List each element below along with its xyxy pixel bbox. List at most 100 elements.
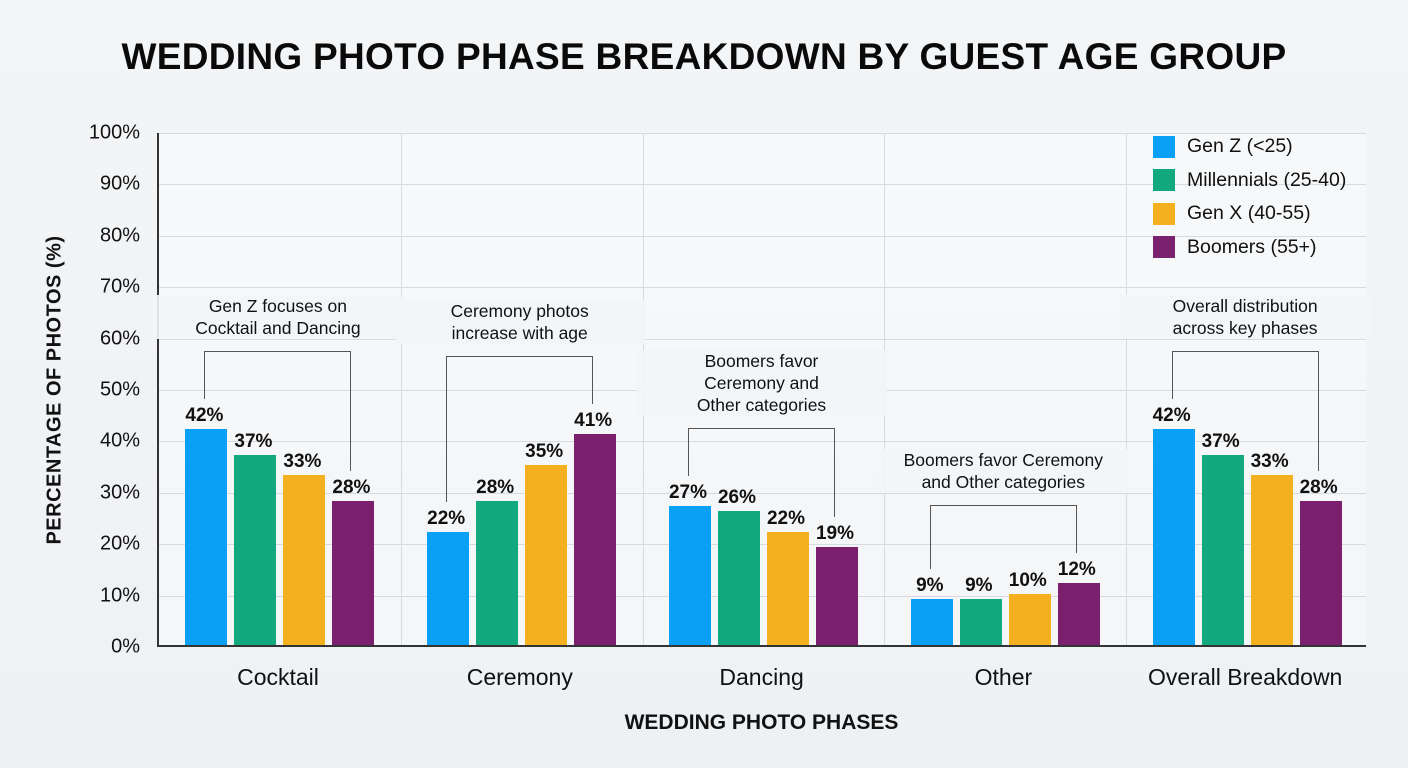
bar-boomers-ceremony[interactable] <box>574 434 617 645</box>
bar-gen-other[interactable] <box>1008 593 1051 645</box>
chart-title: WEDDING PHOTO PHASE BREAKDOWN BY GUEST A… <box>121 36 1287 77</box>
bar-boomers-other[interactable] <box>1057 583 1100 645</box>
annotation-bracket-leg <box>1171 351 1174 400</box>
legend-swatch-icon <box>1153 135 1175 158</box>
gridline-horizontal <box>159 235 1366 237</box>
y-tick-label: 70% <box>99 275 140 298</box>
bar-gen-cocktail[interactable] <box>185 429 228 645</box>
bar-gen-dancing[interactable] <box>669 506 711 645</box>
legend-label: Boomers (55+) <box>1187 235 1317 258</box>
bar-gen-dancing[interactable] <box>767 531 809 645</box>
bar-value-label: 37% <box>1201 430 1240 452</box>
annotation-bracket-leg <box>204 351 206 400</box>
bar-value-label: 41% <box>574 410 613 432</box>
annotation-bracket <box>204 351 352 353</box>
bar-gen-overall-breakdown[interactable] <box>1152 429 1195 645</box>
legend-item[interactable]: Gen Z (<25) <box>1153 130 1346 164</box>
y-tick-label: 60% <box>99 327 140 350</box>
annotation-bracket-leg <box>688 428 690 477</box>
y-tick-label: 10% <box>99 584 140 607</box>
y-tick-label: 20% <box>99 532 140 555</box>
gridline-horizontal <box>159 441 1366 443</box>
y-tick-label: 30% <box>99 481 140 504</box>
bar-gen-other[interactable] <box>910 598 953 645</box>
gridline-horizontal <box>159 492 1366 494</box>
legend-swatch-icon <box>1153 169 1175 192</box>
bar-value-label: 12% <box>1057 559 1096 581</box>
bar-millennials-other[interactable] <box>959 598 1002 645</box>
bar-millennials-dancing[interactable] <box>718 511 760 645</box>
bar-value-label: 19% <box>815 523 855 545</box>
bar-boomers-dancing[interactable] <box>816 547 858 645</box>
bar-boomers-overall-breakdown[interactable] <box>1299 501 1342 645</box>
legend: Gen Z (<25) Millennials (25-40) Gen X (40-… <box>1153 130 1346 264</box>
bar-value-label: 28% <box>332 477 371 499</box>
bar-value-label: 28% <box>476 477 515 499</box>
legend-item[interactable]: Boomers (55+) <box>1153 231 1346 265</box>
x-tick-label: Overall Breakdown <box>1148 664 1343 690</box>
gridline-vertical <box>400 133 402 645</box>
y-tick-label: 40% <box>99 429 140 452</box>
bar-value-label: 22% <box>427 507 466 529</box>
annotation-bracket-leg <box>446 356 448 502</box>
annotation-bracket-leg <box>929 505 932 569</box>
bar-boomers-cocktail[interactable] <box>332 501 375 645</box>
gridline-horizontal <box>159 338 1366 340</box>
bar-gen-overall-breakdown[interactable] <box>1250 475 1293 645</box>
annotation-bracket-leg <box>592 356 594 405</box>
x-tick-label: Cocktail <box>237 664 319 690</box>
bar-value-label: 9% <box>916 574 944 596</box>
legend-swatch-icon <box>1153 202 1175 225</box>
bar-value-label: 28% <box>1299 477 1338 499</box>
bar-value-label: 42% <box>185 405 224 427</box>
legend-label: Gen X (40-55) <box>1187 202 1311 225</box>
gridline-horizontal <box>159 133 1366 134</box>
y-tick-label: 0% <box>111 635 140 658</box>
annotation-bracket <box>1171 351 1319 353</box>
bar-value-label: 27% <box>668 482 708 504</box>
annotation-text: Gen Z focuses on Cocktail and Dancing <box>152 295 403 340</box>
gridline-horizontal <box>159 287 1366 289</box>
bar-value-label: 42% <box>1152 405 1191 427</box>
legend-label: Millennials (25-40) <box>1187 168 1347 191</box>
bar-gen-ceremony[interactable] <box>525 465 568 645</box>
y-tick-label: 80% <box>99 224 140 247</box>
annotation-bracket <box>688 428 835 430</box>
annotation-text: Boomers favor Ceremony and Other categor… <box>636 350 887 417</box>
gridline-horizontal <box>159 184 1366 186</box>
bar-value-label: 33% <box>1250 451 1289 473</box>
annotation-bracket-leg <box>350 351 352 472</box>
annotation-bracket-leg <box>834 428 836 518</box>
bar-gen-ceremony[interactable] <box>427 531 470 645</box>
legend-item[interactable]: Millennials (25-40) <box>1153 164 1346 198</box>
y-tick-label: 50% <box>99 378 140 401</box>
gridline-horizontal <box>159 544 1366 546</box>
bar-millennials-ceremony[interactable] <box>476 501 519 645</box>
x-axis-label: WEDDING PHOTO PHASES <box>624 711 899 734</box>
bar-value-label: 26% <box>717 487 757 509</box>
bar-millennials-cocktail[interactable] <box>234 454 277 645</box>
x-tick-label: Dancing <box>719 664 804 690</box>
y-tick-label: 90% <box>99 172 140 195</box>
gridline-vertical <box>1126 133 1128 645</box>
x-tick-label: Ceremony <box>466 664 573 690</box>
bar-gen-cocktail[interactable] <box>283 475 326 645</box>
bar-value-label: 35% <box>525 441 564 463</box>
gridline-horizontal <box>159 595 1366 597</box>
bar-millennials-overall-breakdown[interactable] <box>1201 454 1244 645</box>
annotation-bracket-leg <box>1317 351 1320 472</box>
legend-item[interactable]: Gen X (40-55) <box>1153 197 1346 231</box>
annotation-bracket <box>446 356 594 358</box>
x-tick-label: Other <box>974 664 1033 690</box>
annotation-bracket-leg <box>1075 505 1078 554</box>
annotation-text: Overall distribution across key phases <box>1120 295 1371 340</box>
bar-value-label: 37% <box>234 430 273 452</box>
bar-value-label: 22% <box>766 507 806 529</box>
annotation-text: Boomers favor Ceremony and Other categor… <box>878 449 1129 494</box>
bar-value-label: 10% <box>1008 569 1047 591</box>
annotation-bracket <box>929 505 1077 507</box>
annotation-text: Ceremony photos increase with age <box>394 300 645 345</box>
bar-value-label: 9% <box>965 574 993 596</box>
bar-value-label: 33% <box>283 451 322 473</box>
y-tick-label: 100% <box>88 121 140 144</box>
